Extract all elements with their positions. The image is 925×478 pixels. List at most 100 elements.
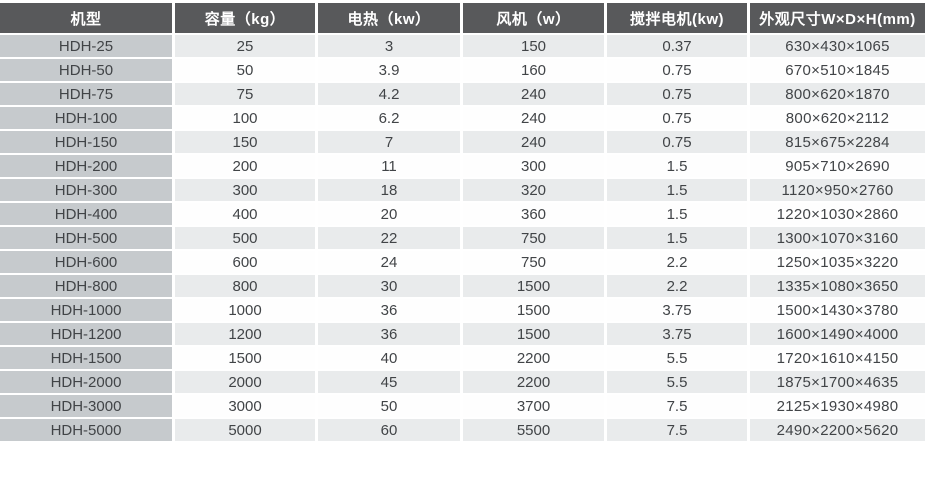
header-cell-dimensions: 外观尺寸W×D×H(mm) — [747, 3, 925, 33]
cell-capacity: 1200 — [172, 321, 315, 345]
cell-heating: 4.2 — [315, 81, 460, 105]
cell-heating: 6.2 — [315, 105, 460, 129]
spec-table: 机型 容量（kg） 电热（kw） 风机（w） 搅拌电机(kw) 外观尺寸W×D×… — [0, 3, 925, 441]
cell-capacity: 300 — [172, 177, 315, 201]
cell-model: HDH-2000 — [0, 369, 172, 393]
cell-motor: 2.2 — [604, 249, 747, 273]
cell-model: HDH-100 — [0, 105, 172, 129]
header-cell-motor: 搅拌电机(kw) — [604, 3, 747, 33]
cell-fan: 240 — [460, 129, 604, 153]
cell-capacity: 25 — [172, 33, 315, 57]
cell-dimensions: 800×620×1870 — [747, 81, 925, 105]
cell-dimensions: 1720×1610×4150 — [747, 345, 925, 369]
header-cell-heating: 电热（kw） — [315, 3, 460, 33]
cell-capacity: 50 — [172, 57, 315, 81]
cell-motor: 0.75 — [604, 129, 747, 153]
cell-capacity: 3000 — [172, 393, 315, 417]
cell-dimensions: 670×510×1845 — [747, 57, 925, 81]
cell-motor: 5.5 — [604, 345, 747, 369]
cell-fan: 1500 — [460, 273, 604, 297]
header-cell-fan: 风机（w） — [460, 3, 604, 33]
cell-model: HDH-1200 — [0, 321, 172, 345]
cell-motor: 1.5 — [604, 201, 747, 225]
cell-fan: 160 — [460, 57, 604, 81]
cell-motor: 1.5 — [604, 225, 747, 249]
table-row: HDH-800 800 30 1500 2.2 1335×1080×3650 — [0, 273, 925, 297]
cell-dimensions: 1120×950×2760 — [747, 177, 925, 201]
cell-motor: 3.75 — [604, 297, 747, 321]
cell-dimensions: 1875×1700×4635 — [747, 369, 925, 393]
cell-heating: 22 — [315, 225, 460, 249]
cell-fan: 3700 — [460, 393, 604, 417]
cell-capacity: 150 — [172, 129, 315, 153]
cell-motor: 2.2 — [604, 273, 747, 297]
cell-fan: 300 — [460, 153, 604, 177]
cell-model: HDH-75 — [0, 81, 172, 105]
cell-dimensions: 815×675×2284 — [747, 129, 925, 153]
cell-motor: 0.75 — [604, 105, 747, 129]
cell-capacity: 100 — [172, 105, 315, 129]
cell-motor: 0.37 — [604, 33, 747, 57]
table-row: HDH-3000 3000 50 3700 7.5 2125×1930×4980 — [0, 393, 925, 417]
cell-capacity: 2000 — [172, 369, 315, 393]
cell-capacity: 200 — [172, 153, 315, 177]
cell-model: HDH-300 — [0, 177, 172, 201]
cell-heating: 18 — [315, 177, 460, 201]
cell-fan: 1500 — [460, 321, 604, 345]
cell-dimensions: 630×430×1065 — [747, 33, 925, 57]
table-row: HDH-200 200 11 300 1.5 905×710×2690 — [0, 153, 925, 177]
cell-motor: 5.5 — [604, 369, 747, 393]
cell-model: HDH-1500 — [0, 345, 172, 369]
cell-capacity: 600 — [172, 249, 315, 273]
cell-capacity: 500 — [172, 225, 315, 249]
table-row: HDH-5000 5000 60 5500 7.5 2490×2200×5620 — [0, 417, 925, 441]
table-header: 机型 容量（kg） 电热（kw） 风机（w） 搅拌电机(kw) 外观尺寸W×D×… — [0, 3, 925, 33]
table-row: HDH-2000 2000 45 2200 5.5 1875×1700×4635 — [0, 369, 925, 393]
cell-capacity: 800 — [172, 273, 315, 297]
table-body: HDH-25 25 3 150 0.37 630×430×1065 HDH-50 50 3.9 1… — [0, 33, 925, 441]
cell-motor: 7.5 — [604, 417, 747, 441]
table-row: HDH-600 600 24 750 2.2 1250×1035×3220 — [0, 249, 925, 273]
cell-motor: 7.5 — [604, 393, 747, 417]
cell-heating: 45 — [315, 369, 460, 393]
cell-fan: 240 — [460, 105, 604, 129]
cell-motor: 0.75 — [604, 57, 747, 81]
cell-motor: 3.75 — [604, 321, 747, 345]
table-row: HDH-150 150 7 240 0.75 815×675×2284 — [0, 129, 925, 153]
cell-heating: 60 — [315, 417, 460, 441]
table-row: HDH-400 400 20 360 1.5 1220×1030×2860 — [0, 201, 925, 225]
table-row: HDH-1500 1500 40 2200 5.5 1720×1610×4150 — [0, 345, 925, 369]
cell-motor: 1.5 — [604, 177, 747, 201]
cell-model: HDH-400 — [0, 201, 172, 225]
table-row: HDH-1000 1000 36 1500 3.75 1500×1430×3780 — [0, 297, 925, 321]
cell-fan: 750 — [460, 225, 604, 249]
cell-model: HDH-800 — [0, 273, 172, 297]
cell-dimensions: 2490×2200×5620 — [747, 417, 925, 441]
cell-fan: 5500 — [460, 417, 604, 441]
cell-model: HDH-5000 — [0, 417, 172, 441]
cell-model: HDH-3000 — [0, 393, 172, 417]
cell-dimensions: 800×620×2112 — [747, 105, 925, 129]
cell-heating: 20 — [315, 201, 460, 225]
cell-capacity: 75 — [172, 81, 315, 105]
table-row: HDH-1200 1200 36 1500 3.75 1600×1490×4000 — [0, 321, 925, 345]
cell-heating: 3.9 — [315, 57, 460, 81]
cell-fan: 2200 — [460, 369, 604, 393]
cell-fan: 2200 — [460, 345, 604, 369]
cell-heating: 50 — [315, 393, 460, 417]
header-cell-model: 机型 — [0, 3, 172, 33]
table-row: HDH-100 100 6.2 240 0.75 800×620×2112 — [0, 105, 925, 129]
cell-fan: 750 — [460, 249, 604, 273]
table-row: HDH-300 300 18 320 1.5 1120×950×2760 — [0, 177, 925, 201]
cell-dimensions: 1500×1430×3780 — [747, 297, 925, 321]
cell-heating: 36 — [315, 321, 460, 345]
cell-heating: 30 — [315, 273, 460, 297]
cell-fan: 240 — [460, 81, 604, 105]
cell-heating: 3 — [315, 33, 460, 57]
cell-dimensions: 1300×1070×3160 — [747, 225, 925, 249]
cell-model: HDH-500 — [0, 225, 172, 249]
cell-fan: 320 — [460, 177, 604, 201]
table-row: HDH-500 500 22 750 1.5 1300×1070×3160 — [0, 225, 925, 249]
cell-dimensions: 1335×1080×3650 — [747, 273, 925, 297]
cell-fan: 360 — [460, 201, 604, 225]
